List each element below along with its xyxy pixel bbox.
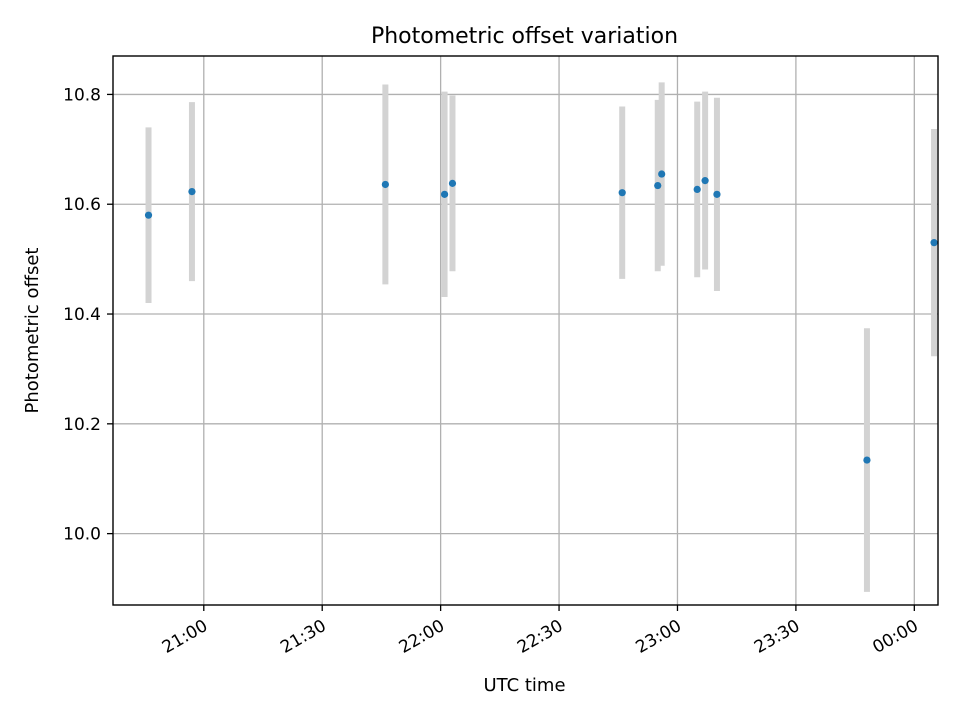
data-point — [618, 189, 626, 197]
data-point — [701, 177, 709, 185]
y-tick-label: 10.0 — [63, 525, 101, 545]
data-point — [440, 190, 449, 198]
data-points — [144, 170, 938, 464]
data-point — [693, 185, 701, 194]
x-tick-label: 22:30 — [514, 616, 566, 658]
y-tick-label: 10.4 — [63, 305, 101, 325]
x-tick-label: 00:00 — [869, 616, 921, 658]
data-point — [863, 456, 871, 464]
y-tick-label: 10.8 — [63, 85, 101, 105]
y-tick-label: 10.2 — [63, 415, 101, 435]
data-point — [658, 170, 666, 178]
data-point — [188, 188, 196, 196]
y-axis-label: Photometric offset — [22, 248, 43, 414]
grid — [113, 56, 938, 605]
x-tick-label: 23:30 — [751, 616, 803, 658]
x-tick-label: 22:00 — [396, 616, 448, 658]
x-tick-label: 21:00 — [159, 616, 211, 658]
error-bars — [145, 82, 938, 592]
plot-frame — [112, 55, 939, 606]
chart-title: Photometric offset variation — [371, 24, 678, 49]
x-tick-label: 23:00 — [633, 616, 685, 658]
data-point — [448, 179, 457, 187]
data-point — [930, 239, 938, 247]
data-point — [144, 211, 153, 219]
data-point — [654, 181, 662, 190]
y-tick-label: 10.6 — [63, 195, 101, 215]
x-axis-label: UTC time — [483, 675, 565, 696]
x-tick-label: 21:30 — [277, 616, 329, 658]
data-point — [381, 180, 389, 189]
data-point — [713, 190, 721, 198]
